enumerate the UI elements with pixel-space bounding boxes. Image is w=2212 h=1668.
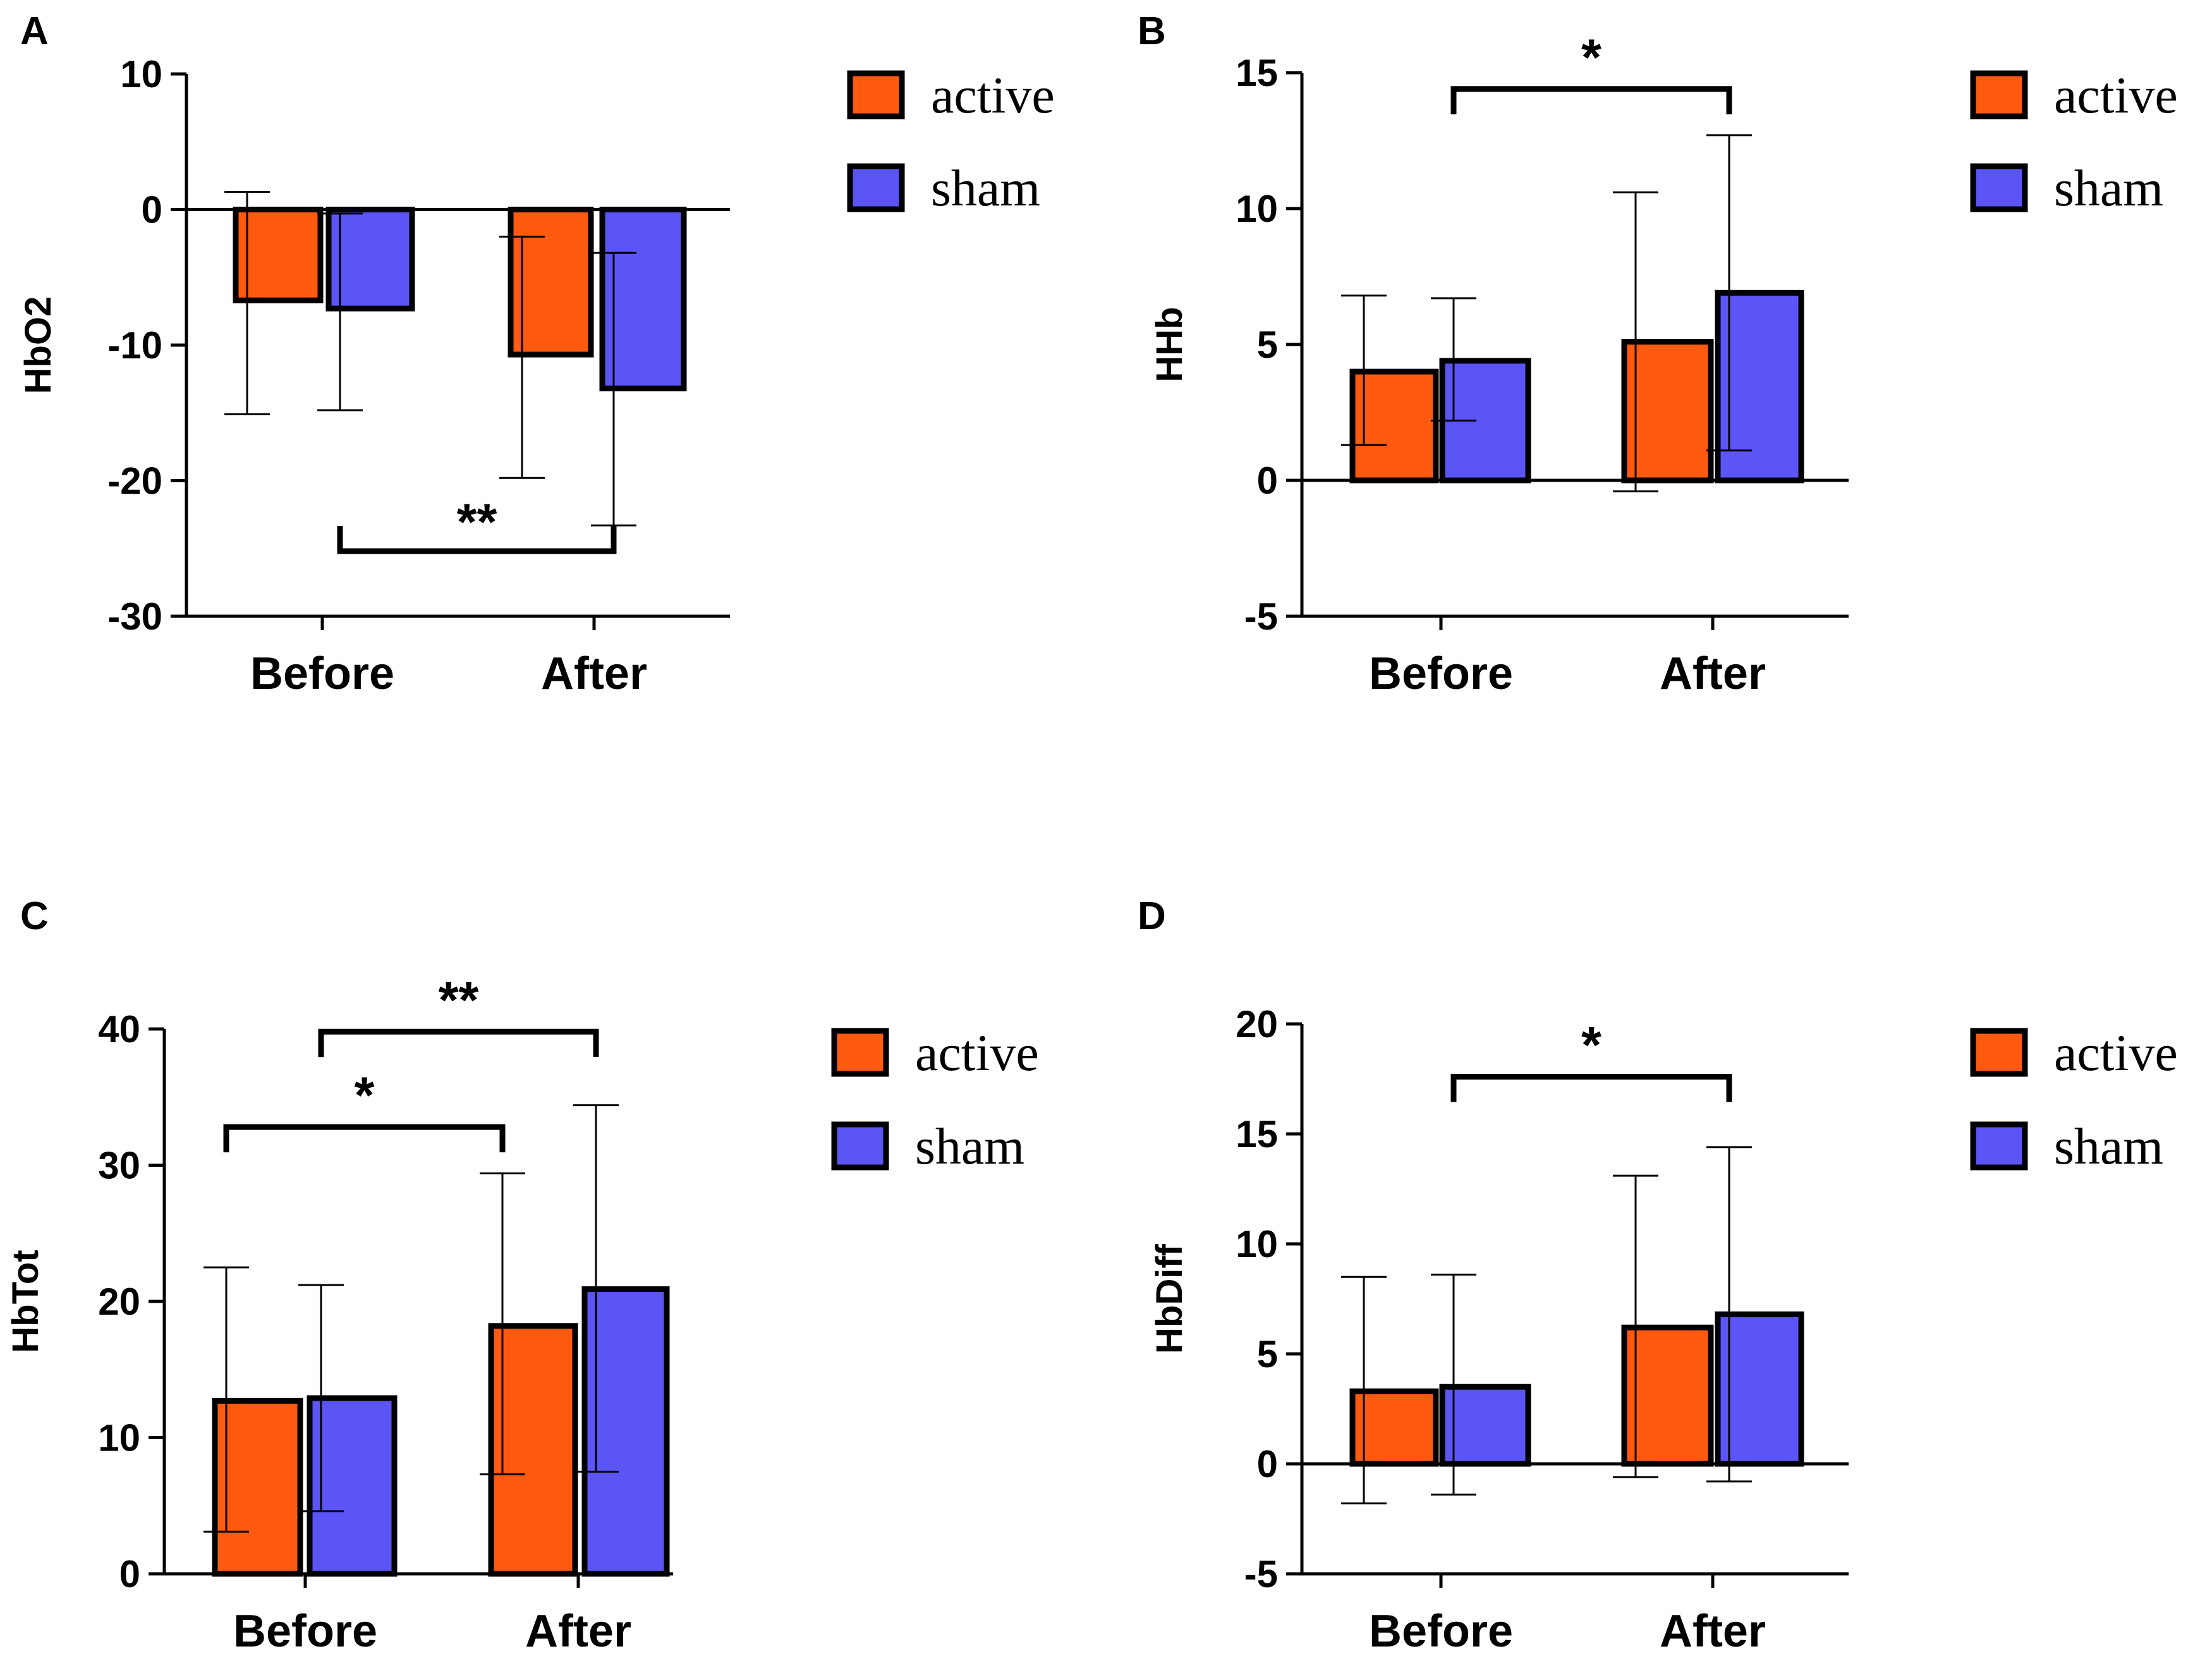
legend-swatch-active (1970, 1028, 2028, 1077)
y-tick-label: 0 (1257, 1443, 1278, 1485)
panel-letter: B (1138, 9, 1166, 53)
y-tick-label: 10 (1236, 1223, 1278, 1265)
bar-sham-after (599, 207, 687, 392)
legend-swatch-active (847, 70, 905, 119)
y-tick-label: 40 (98, 1008, 140, 1050)
legend-swatch-sham (847, 163, 905, 212)
panel-letter: C (20, 894, 49, 938)
significance-bracket (223, 1124, 506, 1153)
legend-label-sham: sham (931, 159, 1040, 217)
significance-bracket (318, 1028, 599, 1057)
significance-label: * (1581, 29, 1601, 87)
legend-label-active: active (2054, 1024, 2178, 1081)
x-tick-label-before: Before (1369, 648, 1513, 699)
panel-letter: D (1138, 894, 1166, 938)
bar-sham-before (1439, 1384, 1531, 1467)
legend-label-active: active (915, 1024, 1039, 1081)
y-tick-label: 15 (1236, 52, 1278, 94)
x-tick-label-before: Before (1369, 1606, 1513, 1657)
y-tick-label: 0 (119, 1553, 140, 1595)
legend-swatch-sham (831, 1121, 889, 1171)
bar-active-before (1349, 368, 1439, 484)
significance-label: ** (439, 971, 479, 1029)
y-axis-title: HbO2 (18, 296, 59, 394)
panel-d: D HbDiff 20 15 10 5 0 -5 Before After * active sham (1138, 894, 2178, 1657)
legend-swatch-sham (1970, 1121, 2028, 1171)
x-tick-label-before: Before (250, 648, 394, 699)
legend-label-active: active (931, 66, 1055, 124)
legend-label-sham: sham (2054, 1117, 2163, 1175)
significance-bracket (1450, 86, 1732, 114)
y-tick-label: 30 (98, 1145, 140, 1187)
x-tick-label-after: After (541, 648, 647, 699)
y-tick-label: 0 (1257, 460, 1278, 502)
y-tick-label: -20 (107, 460, 162, 502)
bar-active-before (1349, 1388, 1439, 1467)
panel-letter: A (20, 9, 49, 53)
bar-active-after (488, 1323, 578, 1577)
x-tick-label-after: After (1660, 648, 1766, 699)
bar-sham-after (1715, 289, 1804, 484)
significance-bracket (1450, 1074, 1732, 1102)
y-tick-label: 5 (1257, 324, 1278, 366)
legend-swatch-sham (1970, 163, 2028, 212)
x-tick-label-before: Before (233, 1606, 377, 1657)
y-tick-label: -10 (107, 324, 162, 367)
y-tick-label: 10 (120, 53, 162, 95)
y-axis-title: HHb (1149, 307, 1190, 382)
bar-active-after (1621, 339, 1714, 484)
x-tick-label-after: After (525, 1606, 631, 1657)
y-tick-label: 10 (98, 1417, 140, 1459)
y-tick-label: 15 (1236, 1113, 1278, 1155)
bar-active-after (1621, 1324, 1714, 1467)
panel-a: A HbO2 10 0 -10 -20 -30 Before After ** active sham (18, 9, 1055, 699)
y-tick-label: -5 (1244, 595, 1278, 638)
bar-sham-before (325, 207, 415, 312)
x-tick-label-after: After (1660, 1606, 1766, 1657)
significance-label: * (1581, 1017, 1601, 1074)
y-tick-label: 5 (1257, 1333, 1278, 1375)
y-axis-title: HbDiff (1149, 1243, 1190, 1354)
bar-active-before (212, 1397, 303, 1577)
significance-label: ** (457, 494, 497, 551)
bar-active-before (233, 207, 324, 303)
legend-label-sham: sham (2054, 159, 2163, 217)
y-tick-label: 20 (98, 1281, 140, 1323)
significance-bracket (337, 526, 617, 554)
panel-b: B HHb 15 10 5 0 -5 Before After * active sham (1138, 9, 2178, 699)
legend-label-active: active (2054, 66, 2178, 124)
bar-sham-before (307, 1395, 398, 1577)
y-axis-title: HbTot (5, 1250, 46, 1353)
legend-swatch-active (831, 1028, 889, 1077)
legend-swatch-active (1970, 70, 2028, 119)
significance-label: * (355, 1067, 375, 1124)
y-tick-label: 10 (1236, 188, 1278, 230)
y-tick-label: 0 (142, 189, 162, 231)
legend-label-sham: sham (915, 1117, 1024, 1175)
y-tick-label: -5 (1244, 1553, 1278, 1595)
y-tick-label: -30 (107, 595, 162, 638)
bar-sham-after (1715, 1311, 1804, 1467)
y-tick-label: 20 (1236, 1003, 1278, 1045)
